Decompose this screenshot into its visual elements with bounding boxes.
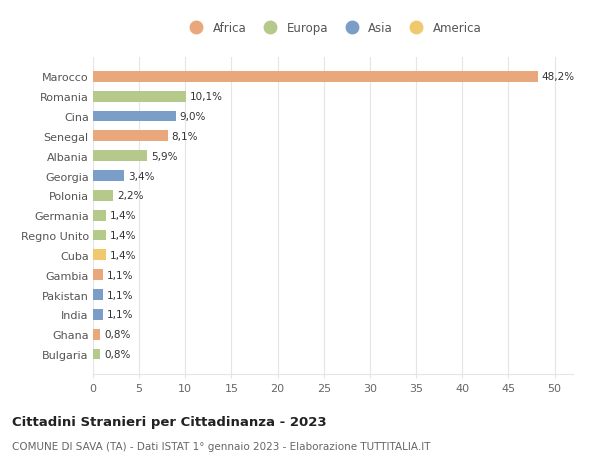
Text: 2,2%: 2,2% (117, 191, 143, 201)
Text: 0,8%: 0,8% (104, 330, 130, 340)
Bar (93, 230, 106, 241)
Text: 1,1%: 1,1% (107, 310, 133, 319)
Bar (93, 91, 186, 102)
Bar (93, 131, 168, 142)
Bar (93, 190, 113, 202)
Text: 1,1%: 1,1% (107, 270, 133, 280)
Bar (93, 151, 148, 162)
Text: 1,4%: 1,4% (110, 211, 136, 221)
Text: 1,4%: 1,4% (110, 230, 136, 241)
Bar (93, 210, 106, 221)
Text: 5,9%: 5,9% (151, 151, 178, 162)
Text: 3,4%: 3,4% (128, 171, 155, 181)
Text: 1,4%: 1,4% (110, 250, 136, 260)
Text: 10,1%: 10,1% (190, 92, 223, 102)
Bar (93, 250, 106, 261)
Bar (93, 329, 100, 340)
Legend: Africa, Europa, Asia, America: Africa, Europa, Asia, America (184, 22, 482, 35)
Bar (93, 171, 124, 182)
Text: 48,2%: 48,2% (542, 72, 575, 82)
Text: 0,8%: 0,8% (104, 349, 130, 359)
Text: 1,1%: 1,1% (107, 290, 133, 300)
Text: 9,0%: 9,0% (180, 112, 206, 122)
Bar (93, 349, 100, 360)
Text: Cittadini Stranieri per Cittadinanza - 2023: Cittadini Stranieri per Cittadinanza - 2… (12, 415, 326, 428)
Bar (93, 112, 176, 122)
Text: 8,1%: 8,1% (172, 132, 198, 141)
Bar (93, 309, 103, 320)
Bar (93, 269, 103, 280)
Bar (93, 290, 103, 300)
Text: COMUNE DI SAVA (TA) - Dati ISTAT 1° gennaio 2023 - Elaborazione TUTTITALIA.IT: COMUNE DI SAVA (TA) - Dati ISTAT 1° genn… (12, 441, 431, 451)
Bar (93, 72, 538, 83)
